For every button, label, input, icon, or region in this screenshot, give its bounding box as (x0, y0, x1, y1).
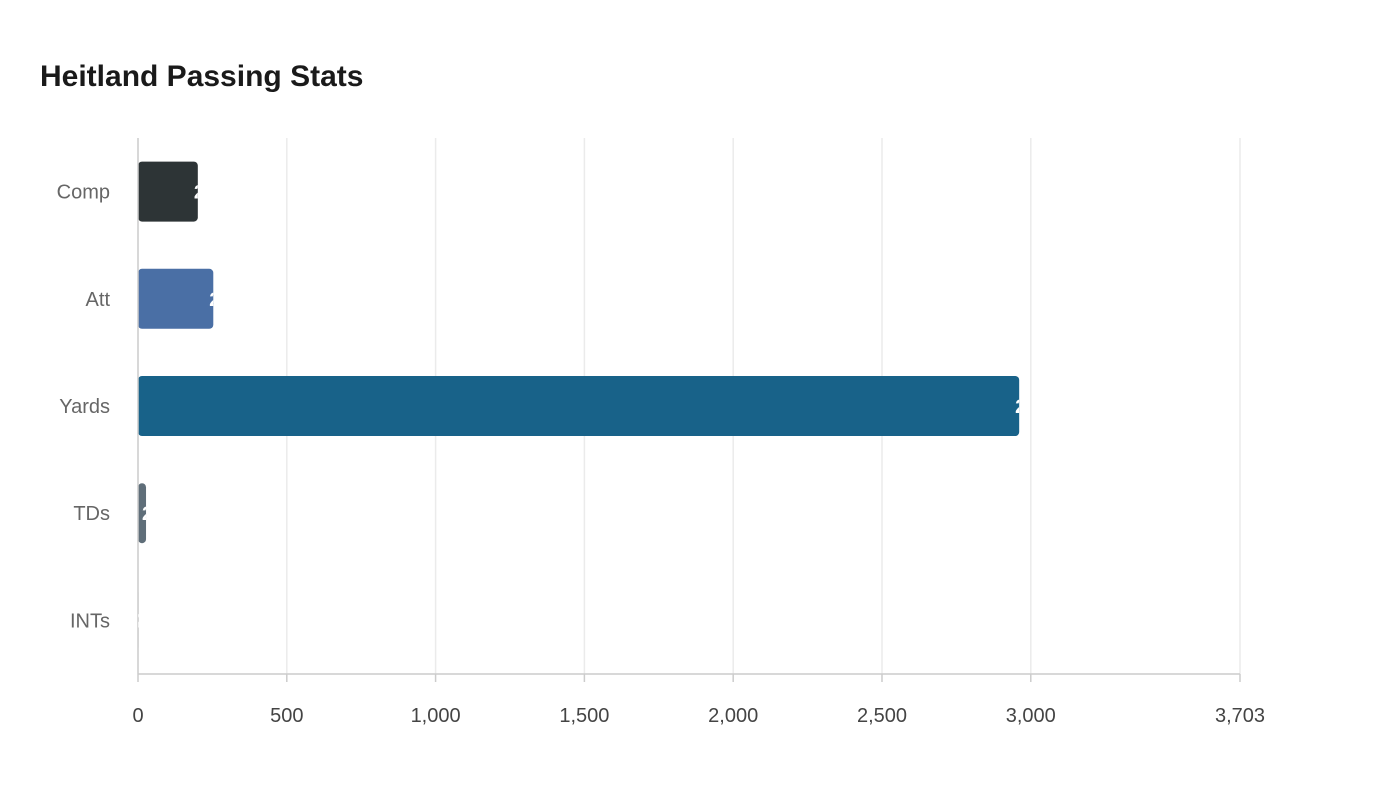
bar-att (138, 268, 214, 329)
bar-value-label: 201 (194, 183, 226, 204)
x-tick-label: 3,703 (1215, 705, 1265, 727)
bar-yards (138, 376, 1020, 436)
bar-value-label: 253 (209, 290, 241, 311)
x-tick-label: 2,000 (708, 705, 758, 727)
x-tick-label: 0 (132, 705, 143, 727)
x-tick-label: 1,500 (559, 705, 609, 727)
bar-value-label: 27 (142, 504, 163, 525)
category-label: INTs (70, 610, 110, 632)
x-tick-label: 1,000 (411, 705, 461, 727)
axes (137, 138, 1240, 675)
bar-value-label: 2961 (1015, 397, 1058, 418)
category-label: Att (86, 289, 111, 311)
labels: 0 500 1,000 1,500 2,000 2,500 3,000 3,703 Comp 20… (57, 182, 1265, 727)
x-tick-label: 3,000 (1006, 705, 1056, 727)
x-tick-label: 500 (270, 705, 303, 727)
bar-value-label: 2 (135, 611, 146, 632)
chart-title: Heitland Passing Stats (40, 60, 364, 93)
x-tick-label: 2,500 (857, 705, 907, 727)
bar-comp (138, 161, 198, 222)
bar-tds (138, 483, 147, 544)
bars (138, 161, 1020, 651)
category-label: Yards (59, 396, 110, 418)
category-label: Comp (57, 182, 110, 204)
category-label: TDs (73, 503, 110, 525)
